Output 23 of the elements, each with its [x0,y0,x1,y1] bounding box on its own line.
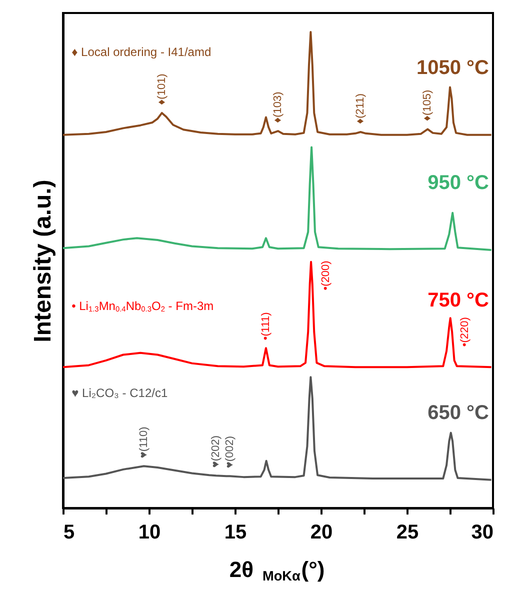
annotation: •(200) [320,260,332,290]
x-tick-label: 25 [396,522,419,544]
annotation: ♦(101) [156,74,168,105]
x-tick-label: 15 [224,522,247,544]
series-label: 650 °C [428,402,489,424]
x-tick-label: 5 [64,522,75,544]
x-tick-label: 10 [138,522,161,544]
annotation: •(220) [459,317,472,347]
x-tick-label: 20 [310,522,333,544]
annotation: ♦(211) [354,94,367,124]
annotation: ♦ Local ordering - I41/amd [72,45,212,60]
series-label: 950 °C [428,172,489,194]
annotation: ♦(103) [272,92,284,124]
series-label: 1050 °C [416,57,489,80]
annotation: ♥(002) [224,436,236,468]
x-tick-label: 30 [471,522,494,544]
series-label: 750 °C [428,289,489,312]
annotation: ♥(202) [210,435,222,468]
annotation: ♥ Li₂CO₃ - C12/c1 [72,386,168,400]
annotation: •(111) [260,312,272,340]
y-axis-title: Intensity (a.u.) [30,180,56,342]
annotation: ♥(110) [138,426,150,458]
annotation: ♦(105) [422,90,434,122]
